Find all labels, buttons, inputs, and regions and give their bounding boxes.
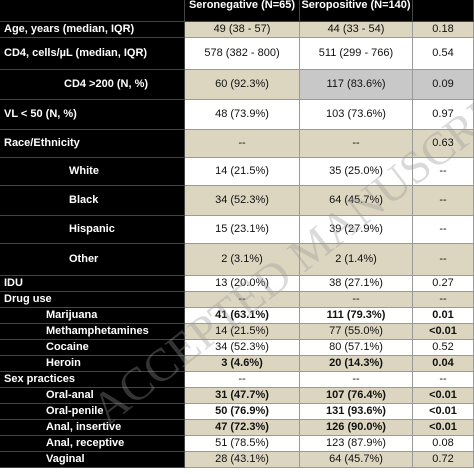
data-cell: -- — [185, 292, 300, 308]
row-label: Marijuana — [0, 308, 185, 324]
data-cell: 111 (79.3%) — [300, 308, 413, 324]
header-cell — [413, 0, 474, 22]
data-cell: 117 (83.6%) — [300, 70, 413, 100]
data-cell: <0.01 — [413, 420, 474, 436]
data-cell: 47 (72.3%) — [185, 420, 300, 436]
row-label: Anal, insertive — [0, 420, 185, 436]
data-cell: 14 (21.5%) — [185, 324, 300, 340]
row-label: IDU — [0, 276, 185, 292]
data-cell: 64 (45.7%) — [300, 186, 413, 216]
data-cell: -- — [413, 158, 474, 186]
data-cell: -- — [413, 244, 474, 276]
data-cell: 35 (25.0%) — [300, 158, 413, 186]
data-cell: 0.01 — [413, 308, 474, 324]
row-label: Methamphetamines — [0, 324, 185, 340]
row-label: Oral-anal — [0, 388, 185, 404]
data-cell: 50 (76.9%) — [185, 404, 300, 420]
data-cell: 0.18 — [413, 22, 474, 38]
data-cell: 34 (52.3%) — [185, 340, 300, 356]
data-cell: 578 (382 - 800) — [185, 38, 300, 70]
data-cell: 48 (73.9%) — [185, 100, 300, 130]
data-cell: 28 (43.1%) — [185, 452, 300, 468]
header-cell — [0, 0, 185, 22]
row-label: White — [0, 158, 185, 186]
data-cell: -- — [185, 372, 300, 388]
data-cell: 49 (38 - 57) — [185, 22, 300, 38]
row-label: Black — [0, 186, 185, 216]
row-label: CD4, cells/µL (median, IQR) — [0, 38, 185, 70]
data-cell: 0.72 — [413, 452, 474, 468]
data-cell: 0.54 — [413, 38, 474, 70]
data-cell: <0.01 — [413, 388, 474, 404]
data-cell: 44 (33 - 54) — [300, 22, 413, 38]
data-cell: 20 (14.3%) — [300, 356, 413, 372]
data-cell: 77 (55.0%) — [300, 324, 413, 340]
data-cell: 15 (23.1%) — [185, 216, 300, 244]
data-cell: 3 (4.6%) — [185, 356, 300, 372]
data-cell: 41 (63.1%) — [185, 308, 300, 324]
data-cell: 0.04 — [413, 356, 474, 372]
data-cell: <0.01 — [413, 404, 474, 420]
data-cell: 131 (93.6%) — [300, 404, 413, 420]
row-label: Anal, receptive — [0, 436, 185, 452]
row-label: Other — [0, 244, 185, 276]
data-cell: -- — [300, 292, 413, 308]
data-cell: -- — [300, 130, 413, 158]
header-cell: Seropositive (N=140) — [300, 0, 413, 22]
row-label: VL < 50 (N, %) — [0, 100, 185, 130]
header-cell: Seronegative (N=65) — [185, 0, 300, 22]
row-label: CD4 >200 (N, %) — [0, 70, 185, 100]
data-cell: 80 (57.1%) — [300, 340, 413, 356]
row-label: Drug use — [0, 292, 185, 308]
row-label: Heroin — [0, 356, 185, 372]
data-cell: 64 (45.7%) — [300, 452, 413, 468]
data-cell: 0.63 — [413, 130, 474, 158]
data-cell: <0.01 — [413, 324, 474, 340]
data-cell: 103 (73.6%) — [300, 100, 413, 130]
data-cell: 39 (27.9%) — [300, 216, 413, 244]
data-cell: 107 (76.4%) — [300, 388, 413, 404]
data-cell: 38 (27.1%) — [300, 276, 413, 292]
data-cell: 0.97 — [413, 100, 474, 130]
data-cell: 123 (87.9%) — [300, 436, 413, 452]
row-label: Vaginal — [0, 452, 185, 468]
data-cell: 34 (52.3%) — [185, 186, 300, 216]
data-cell: 511 (299 - 766) — [300, 38, 413, 70]
data-cell: 31 (47.7%) — [185, 388, 300, 404]
row-label: Race/Ethnicity — [0, 130, 185, 158]
data-cell: -- — [413, 292, 474, 308]
data-cell: 13 (20.0%) — [185, 276, 300, 292]
data-cell: 60 (92.3%) — [185, 70, 300, 100]
row-label: Age, years (median, IQR) — [0, 22, 185, 38]
row-label: Hispanic — [0, 216, 185, 244]
data-cell: -- — [413, 372, 474, 388]
data-cell: 51 (78.5%) — [185, 436, 300, 452]
data-cell: -- — [185, 130, 300, 158]
row-label: Oral-penile — [0, 404, 185, 420]
data-cell: 14 (21.5%) — [185, 158, 300, 186]
data-cell: 2 (1.4%) — [300, 244, 413, 276]
data-cell: -- — [300, 372, 413, 388]
data-cell: 0.09 — [413, 70, 474, 100]
data-cell: 126 (90.0%) — [300, 420, 413, 436]
data-cell: 0.27 — [413, 276, 474, 292]
row-label: Cocaine — [0, 340, 185, 356]
data-cell: -- — [413, 216, 474, 244]
data-cell: 0.08 — [413, 436, 474, 452]
data-cell: -- — [413, 186, 474, 216]
data-cell: 0.52 — [413, 340, 474, 356]
row-label: Sex practices — [0, 372, 185, 388]
data-cell: 2 (3.1%) — [185, 244, 300, 276]
